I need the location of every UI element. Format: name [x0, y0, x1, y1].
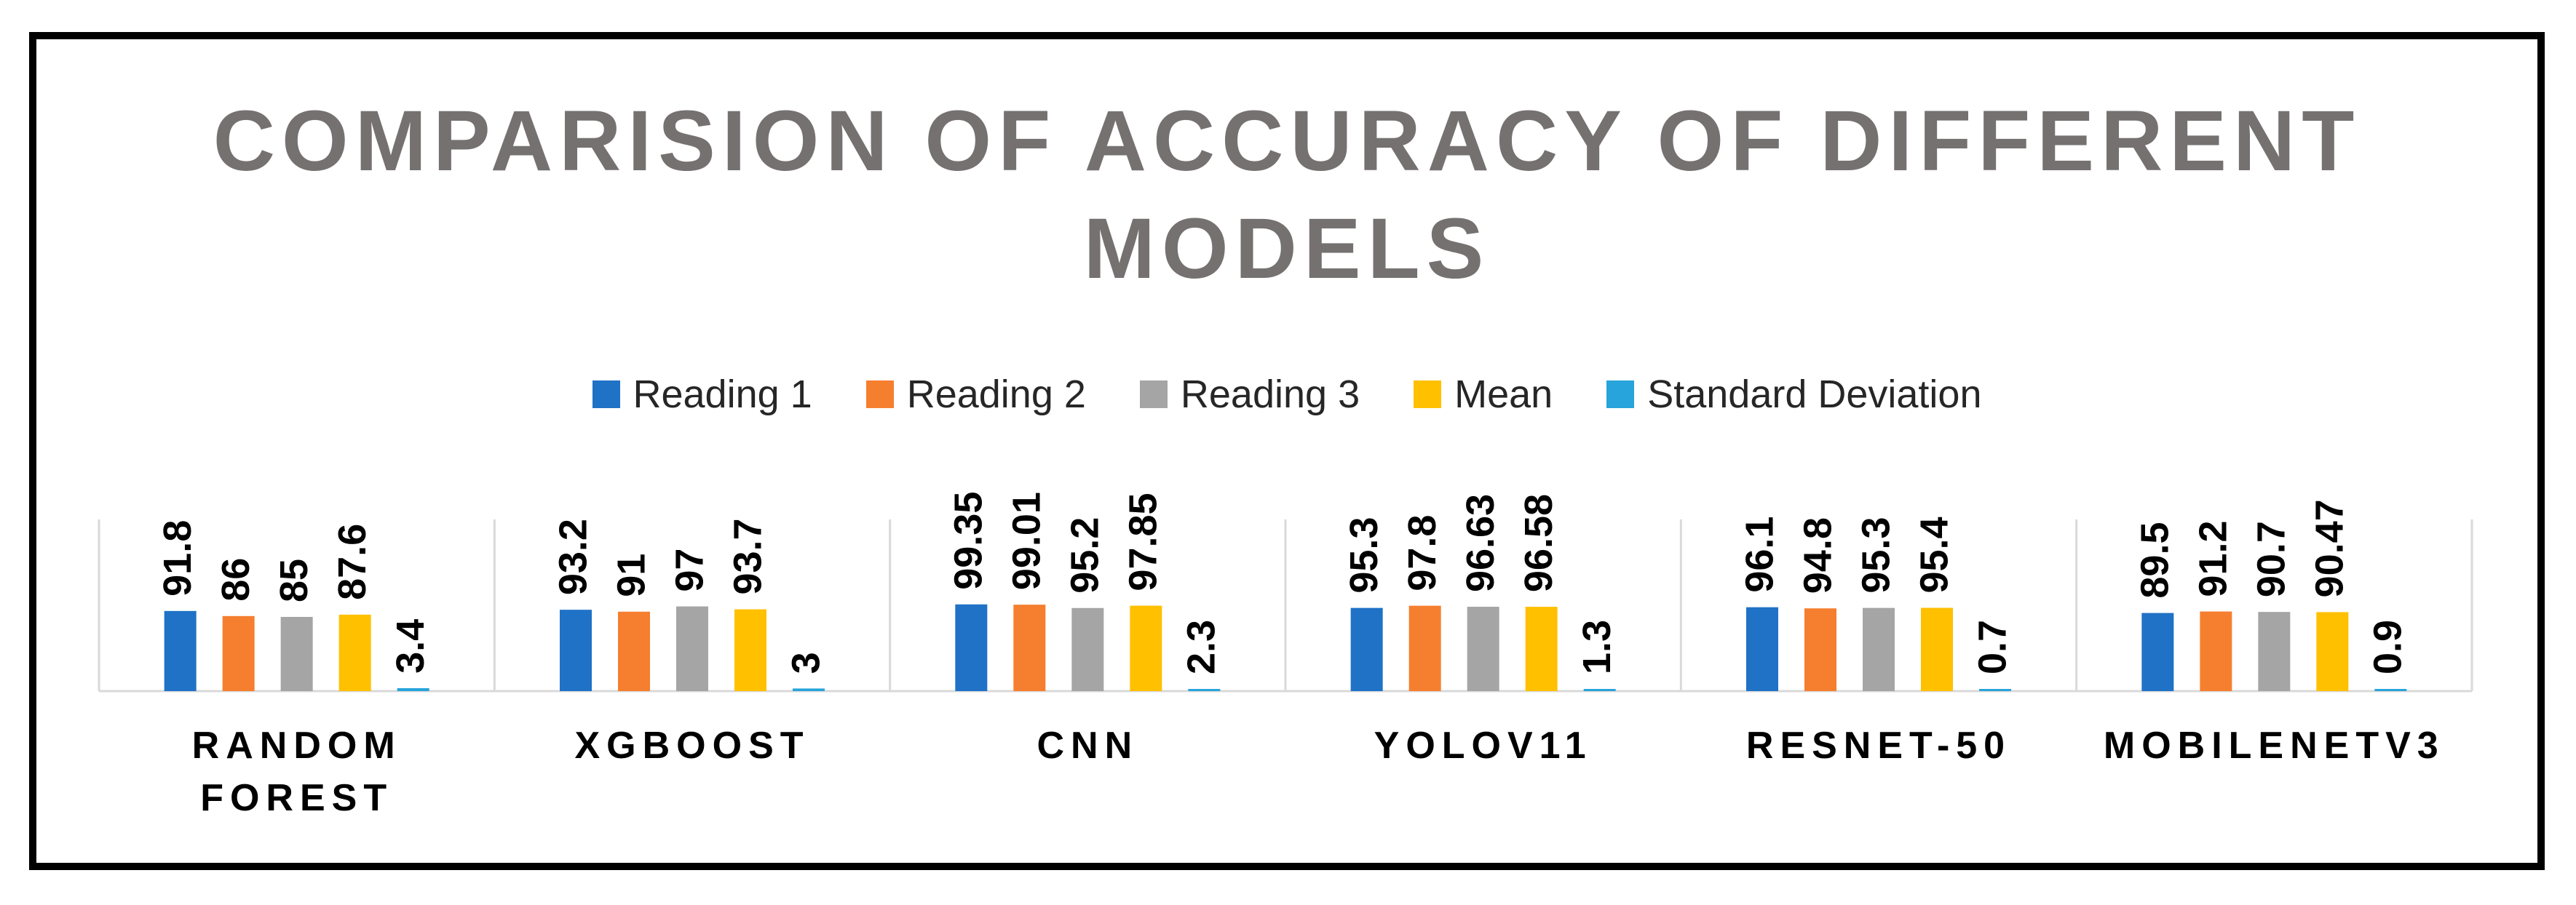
data-label: 95.2	[1063, 517, 1107, 594]
legend-label: Reading 1	[633, 372, 812, 416]
legend-label: Standard Deviation	[1647, 372, 1982, 416]
data-label: 97	[667, 549, 711, 592]
data-label: 93.2	[551, 519, 595, 595]
bar-reading-1-cnn	[955, 604, 988, 691]
bar-mean-cnn	[1130, 605, 1162, 691]
legend-swatch	[1606, 380, 1635, 408]
data-label: 95.4	[1912, 517, 1956, 593]
bar-mean-yolov11	[1525, 607, 1558, 691]
data-label: 99.35	[947, 492, 991, 590]
legend-label: Reading 3	[1180, 372, 1360, 416]
bar-reading-2-mobilenetv3	[2200, 611, 2232, 691]
legend-label: Reading 2	[906, 372, 1086, 416]
chart-frame: COMPARISION OF ACCURACY OF DIFFERENT MOD…	[29, 32, 2545, 870]
data-label: 93.7	[726, 518, 769, 594]
data-label: 90.47	[2308, 499, 2352, 597]
data-label: 0.7	[1970, 620, 2014, 674]
data-label: 87.6	[330, 524, 374, 600]
x-tick-label-random-forest: RANDOM FOREST	[192, 725, 402, 819]
data-label: 91	[609, 554, 653, 597]
bar-reading-1-xgboost	[560, 610, 592, 691]
data-label: 95.3	[1854, 517, 1898, 594]
data-label: 86	[214, 558, 258, 602]
bar-reading-1-resnet-50	[1746, 607, 1778, 691]
bar-mean-random-forest	[338, 614, 371, 691]
x-tick-label-mobilenetv3: MOBILENETV3	[2104, 725, 2445, 767]
data-label: 97.85	[1122, 493, 1165, 591]
bar-reading-3-xgboost	[676, 606, 708, 691]
chart-plot: 91.8 86 85 87.6 3.4 93.2 91 97 93.7 3 99.35 99.01 95…	[98, 492, 2473, 819]
data-label: 85	[272, 559, 316, 602]
bar-standard-deviation-cnn	[1188, 689, 1221, 691]
x-tick-label-xgboost: XGBOOST	[574, 725, 809, 767]
bar-reading-1-yolov11	[1350, 607, 1383, 691]
bar-reading-2-cnn	[1013, 605, 1046, 691]
bar-reading-3-cnn	[1071, 607, 1104, 691]
legend-item-mean: Mean	[1414, 372, 1553, 417]
x-tick-label-cnn: CNN	[1037, 725, 1138, 767]
data-label: 3.4	[389, 619, 432, 674]
legend-swatch	[592, 380, 620, 408]
bar-reading-3-random-forest	[280, 617, 313, 691]
bar-reading-1-random-forest	[164, 610, 197, 691]
bar-standard-deviation-random-forest	[397, 687, 429, 691]
legend-swatch	[1414, 380, 1442, 408]
data-label: 96.58	[1517, 494, 1561, 592]
legend-item-reading-3: Reading 3	[1139, 372, 1360, 417]
legend-label: Mean	[1454, 372, 1553, 416]
bar-standard-deviation-mobilenetv3	[2374, 689, 2407, 691]
data-label: 96.1	[1737, 517, 1781, 593]
data-label: 89.5	[2133, 522, 2177, 598]
data-label: 91.2	[2192, 520, 2235, 597]
data-label: 96.63	[1459, 494, 1502, 592]
bar-reading-2-xgboost	[618, 611, 650, 691]
bar-standard-deviation-yolov11	[1583, 689, 1616, 691]
legend-swatch	[865, 380, 894, 408]
bar-standard-deviation-resnet-50	[1979, 689, 2011, 691]
bar-reading-3-resnet-50	[1863, 607, 1895, 691]
data-label: 90.7	[2250, 521, 2294, 597]
legend-item-reading-1: Reading 1	[592, 372, 812, 417]
legend-swatch	[1139, 380, 1168, 408]
bar-reading-3-mobilenetv3	[2258, 612, 2291, 691]
data-label: 94.8	[1796, 517, 1839, 594]
bar-standard-deviation-xgboost	[793, 688, 825, 691]
data-label: 2.3	[1180, 620, 1224, 674]
data-label: 1.3	[1575, 620, 1619, 674]
bar-reading-1-mobilenetv3	[2141, 613, 2174, 691]
bar-reading-2-random-forest	[222, 615, 255, 691]
bar-reading-2-yolov11	[1408, 605, 1441, 691]
legend-item-standard-deviation: Standard Deviation	[1606, 372, 1982, 417]
chart-title: COMPARISION OF ACCURACY OF DIFFERENT MOD…	[213, 93, 2361, 297]
data-label: 97.8	[1400, 515, 1444, 591]
bar-mean-xgboost	[734, 609, 766, 691]
data-label: 95.3	[1342, 517, 1386, 594]
data-label: 99.01	[1005, 492, 1049, 590]
bar-reading-2-resnet-50	[1804, 608, 1836, 691]
legend-item-reading-2: Reading 2	[865, 372, 1086, 417]
bar-mean-resnet-50	[1921, 607, 1953, 691]
bar-reading-3-yolov11	[1467, 607, 1499, 691]
x-tick-label-yolov11: YOLOV11	[1374, 725, 1593, 767]
data-label: 0.9	[2366, 620, 2410, 674]
data-label: 3	[784, 652, 828, 674]
chart-legend: Reading 1 Reading 2 Reading 3 Mean Standard …	[36, 372, 2537, 416]
data-label: 91.8	[156, 520, 199, 597]
bar-mean-mobilenetv3	[2316, 612, 2349, 691]
x-tick-label-resnet-50: RESNET-50	[1746, 725, 2011, 767]
